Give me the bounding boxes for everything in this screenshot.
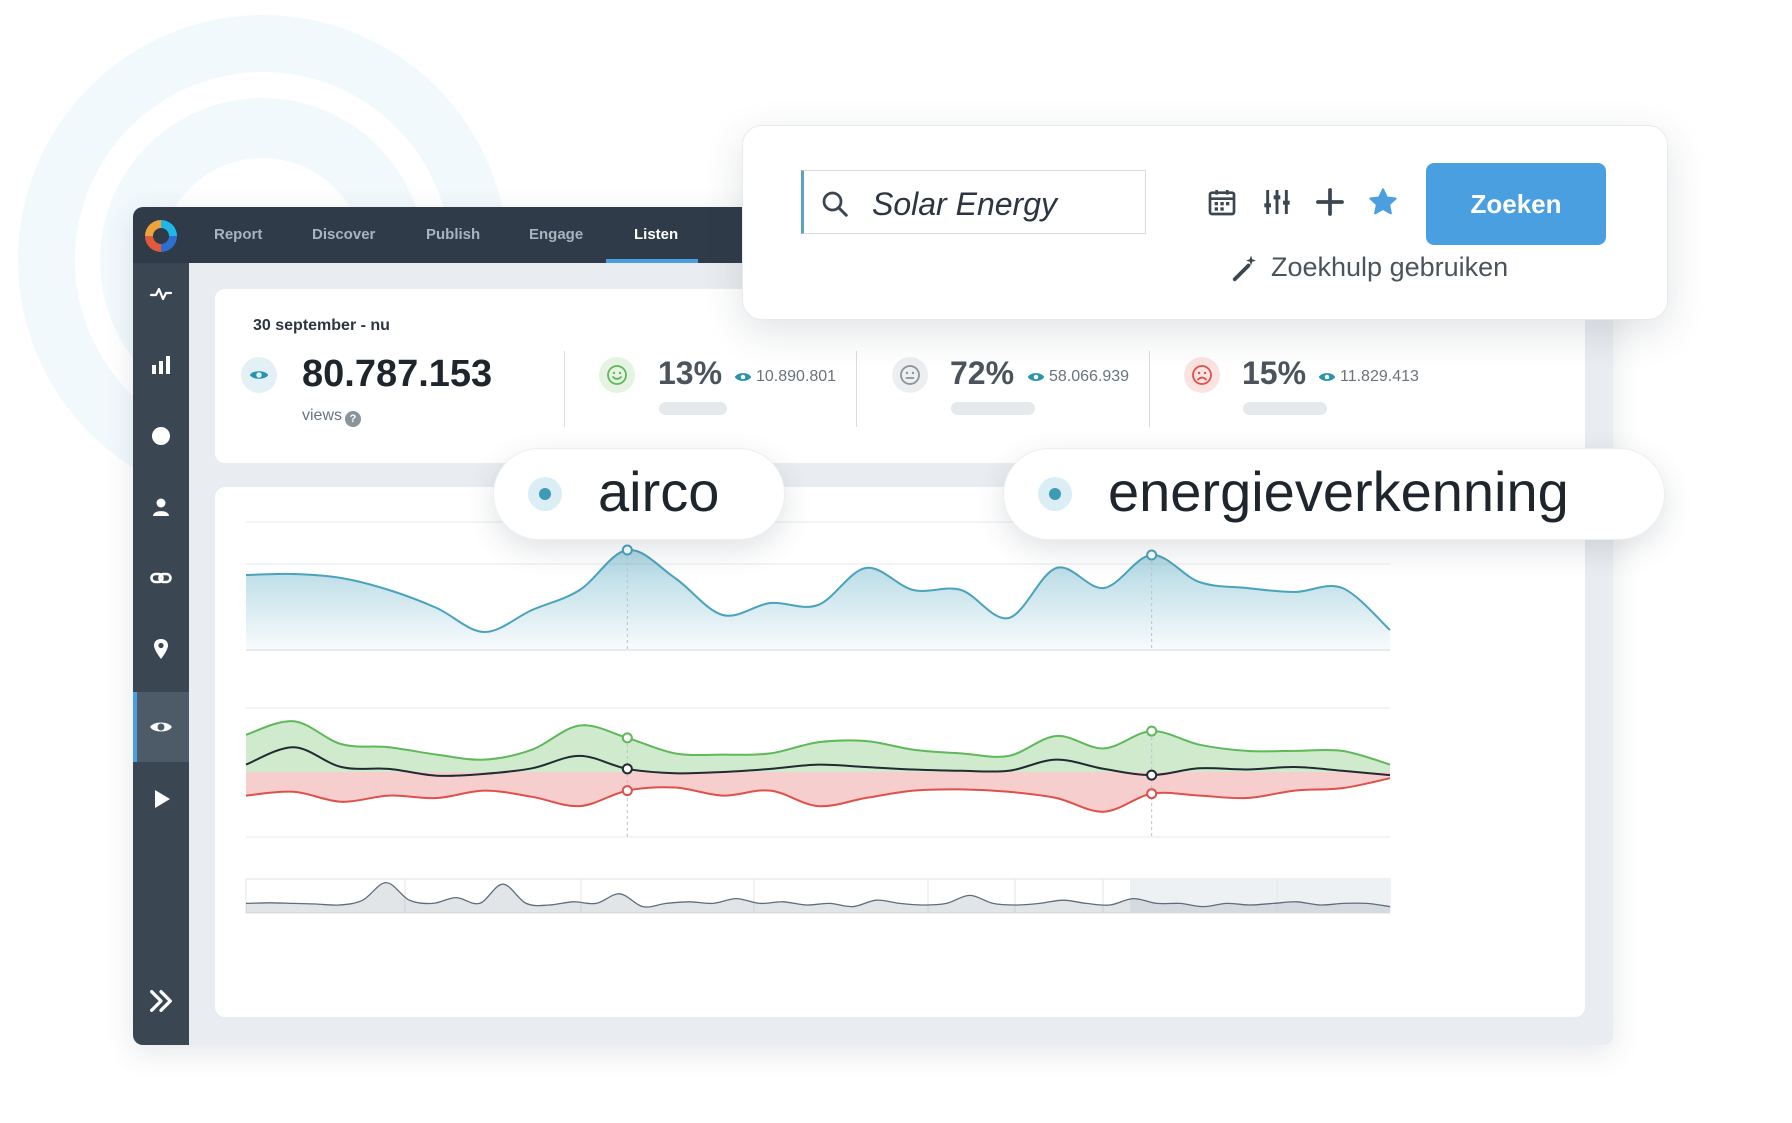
views-count: 80.787.153 [302, 353, 493, 395]
positive-count: 10.890.801 [756, 368, 837, 385]
eye-icon [734, 373, 752, 381]
magic-wand-icon [1232, 255, 1256, 282]
sliders-icon[interactable] [1261, 186, 1293, 218]
bar-chart-icon [152, 356, 170, 374]
tag-label: energieverkenning [1108, 460, 1569, 523]
neutral-percentage: 72% [950, 355, 1015, 391]
calendar-icon[interactable] [1206, 186, 1238, 218]
brand-logo-icon[interactable] [145, 220, 177, 252]
tab-publish[interactable]: Publish [426, 226, 481, 243]
volume-chart [245, 544, 1391, 651]
location-pin-icon [154, 639, 168, 659]
circle-icon [152, 427, 170, 445]
positive-line [245, 720, 1391, 766]
timeline-line [245, 881, 1391, 908]
tag-dot-icon [528, 477, 562, 511]
frown-icon [1184, 357, 1220, 393]
search-icon [822, 191, 848, 217]
sentiment-chart [245, 720, 1391, 837]
search-helper-link[interactable]: Zoekhulp gebruiken [1271, 252, 1509, 282]
play-icon [155, 790, 170, 808]
neutral-count: 58.066.939 [1049, 368, 1130, 385]
trend-charts[interactable] [215, 487, 1585, 1017]
overview-timeline-chart[interactable] [245, 878, 1391, 914]
charts-card [215, 487, 1585, 1017]
sidebar-item-profiles[interactable] [133, 479, 189, 535]
eye-icon [1027, 373, 1045, 381]
sidebar-item-links[interactable] [133, 550, 189, 606]
negative-bar [1243, 402, 1327, 415]
divider [856, 351, 857, 427]
tag-dot-icon [1038, 477, 1072, 511]
views-eye-icon [241, 357, 277, 393]
sidebar-item-activity[interactable] [133, 266, 189, 322]
tab-engage[interactable]: Engage [529, 226, 584, 243]
double-chevron-right-icon [150, 990, 172, 1012]
date-range: 30 september - nu [253, 317, 390, 334]
negative-area [246, 772, 1390, 812]
active-indicator [133, 692, 137, 762]
search-panel: Solar Energy Zoeken Zoekhulp gebruiken [742, 125, 1668, 320]
positive-bar [659, 402, 727, 415]
views-label: views? [302, 407, 362, 427]
tag-chip-energieverkenning[interactable]: energieverkenning [1003, 448, 1665, 540]
data-point [1146, 549, 1158, 561]
search-input[interactable]: Solar Energy [801, 170, 1146, 234]
data-point [621, 763, 633, 775]
tag-chip-airco[interactable]: airco [493, 448, 785, 540]
negative-percentage: 15% [1242, 355, 1307, 391]
pulse-icon [149, 287, 173, 301]
volume-line [245, 548, 1391, 634]
help-icon[interactable]: ? [345, 411, 362, 427]
positive-percentage: 13% [658, 355, 723, 391]
eye-icon [150, 722, 172, 732]
link-icon [150, 572, 172, 584]
sidebar-item-overview[interactable] [133, 408, 189, 464]
timeline-selection [1130, 879, 1390, 913]
divider [1149, 351, 1150, 427]
sidebar-item-locations[interactable] [133, 621, 189, 677]
plus-icon[interactable] [1314, 186, 1346, 218]
data-point [621, 544, 633, 556]
divider [564, 351, 565, 427]
volume-area [246, 549, 1390, 650]
sidebar-expand-button[interactable] [133, 973, 189, 1029]
active-tab-indicator [606, 259, 698, 263]
neutral-face-icon [892, 357, 928, 393]
app-window: Report Discover Publish Engage Listen [133, 207, 1613, 1045]
data-point [1146, 725, 1158, 737]
net-sentiment-line [245, 746, 1391, 777]
tab-report[interactable]: Report [214, 226, 263, 243]
sidebar-item-listen[interactable] [133, 692, 189, 762]
sidebar [133, 263, 189, 1045]
data-point [621, 732, 633, 744]
search-button[interactable]: Zoeken [1426, 163, 1606, 245]
negative-line [245, 777, 1391, 813]
data-point [621, 785, 633, 797]
data-point [1146, 788, 1158, 800]
tag-label: airco [598, 460, 720, 523]
eye-icon [1318, 373, 1336, 381]
tab-listen[interactable]: Listen [634, 226, 679, 243]
data-point [1146, 769, 1158, 781]
positive-area [246, 721, 1390, 772]
star-icon[interactable] [1367, 186, 1399, 218]
tab-discover[interactable]: Discover [312, 226, 376, 243]
smile-icon [599, 357, 635, 393]
search-query: Solar Energy [872, 186, 1057, 222]
negative-count: 11.829.413 [1340, 368, 1419, 385]
sidebar-item-reports[interactable] [133, 337, 189, 393]
neutral-bar [951, 402, 1035, 415]
user-icon [153, 498, 169, 516]
sidebar-item-media[interactable] [133, 771, 189, 827]
